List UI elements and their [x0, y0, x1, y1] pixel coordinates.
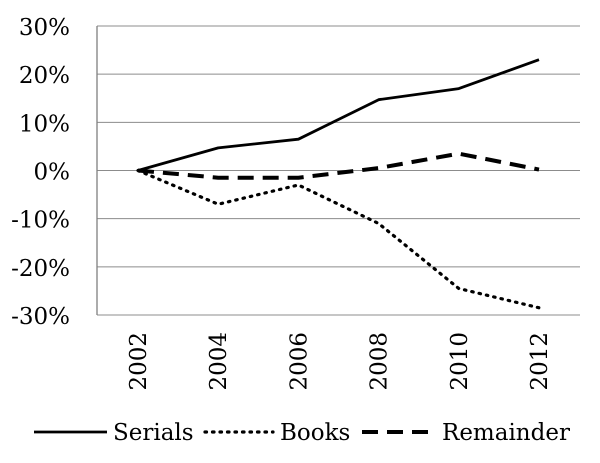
x-tick-label: 2002 [126, 332, 152, 391]
series-line-books [136, 168, 541, 310]
y-tick-label: -10% [11, 208, 70, 234]
gridlines [97, 25, 580, 316]
x-tick-label: 2012 [527, 332, 553, 391]
x-tick-label: 2006 [286, 332, 312, 391]
legend-label-serials: Serials [113, 420, 194, 446]
legend-label-books: Books [280, 420, 350, 446]
y-tick-label: -30% [11, 304, 70, 330]
axes: 30% 20% 10% 0% -10% -20% -30% 2002 2004 2006 2008 2… [11, 15, 553, 391]
y-tick-label: 30% [19, 15, 70, 41]
y-tick-label: 10% [19, 111, 70, 137]
y-tick-label: 20% [19, 63, 70, 89]
x-tick-label: 2010 [447, 332, 473, 391]
legend-label-remainder: Remainder [442, 420, 570, 446]
x-tick-label: 2004 [206, 332, 232, 391]
series-lines [136, 58, 541, 310]
x-tick-label: 2008 [367, 332, 393, 391]
y-tick-label: -20% [11, 256, 70, 282]
legend: Serials Books Remainder [34, 420, 570, 446]
y-tick-label: 0% [34, 160, 71, 186]
series-line-remainder [137, 151, 540, 180]
series-line-serials [137, 58, 540, 172]
